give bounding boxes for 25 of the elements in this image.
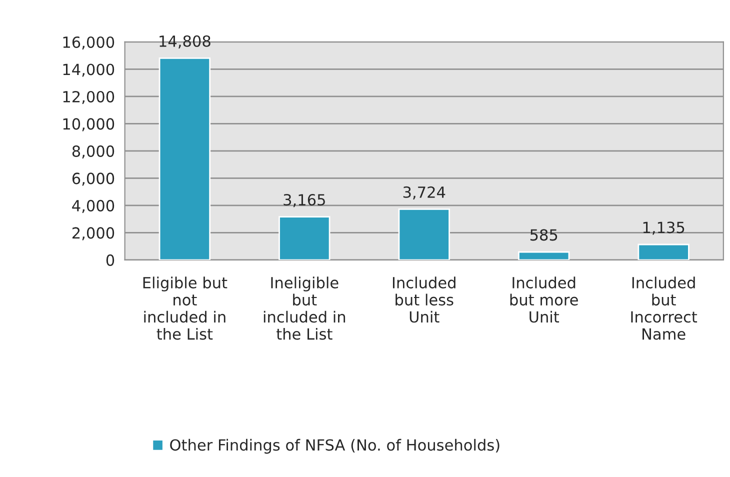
data-label: 14,808 — [160, 35, 210, 48]
x-tick-label: Eligible but not included in the List — [143, 276, 228, 340]
y-tick-label: 2,000 — [72, 227, 114, 240]
data-label: 1,135 — [643, 222, 684, 235]
x-tick-label: Ineligible but included in the List — [264, 276, 346, 340]
y-tick-label: 0 — [106, 254, 114, 266]
x-tick-label: Included but more Unit — [510, 276, 578, 323]
y-tick-label: 10,000 — [63, 118, 114, 132]
data-label: 3,724 — [403, 186, 446, 200]
bar — [518, 251, 570, 260]
legend-label: Other Findings of NFSA (No. of Households) — [170, 438, 500, 454]
data-label: 585 — [530, 229, 558, 241]
y-tick-label: 14,000 — [63, 64, 114, 77]
x-tick-label: Included but Incorrect Name — [631, 276, 698, 340]
bar — [158, 58, 211, 260]
y-tick-label: 6,000 — [72, 172, 114, 186]
data-label: 3,165 — [284, 194, 325, 208]
y-tick-label: 4,000 — [72, 200, 114, 214]
bar — [638, 244, 690, 260]
y-tick-label: 8,000 — [72, 145, 114, 159]
y-tick-label: 12,000 — [63, 90, 114, 104]
bar — [398, 208, 450, 260]
bar — [278, 216, 330, 260]
y-tick-label: 16,000 — [63, 36, 114, 50]
x-tick-label: Included but less Unit — [392, 276, 456, 323]
